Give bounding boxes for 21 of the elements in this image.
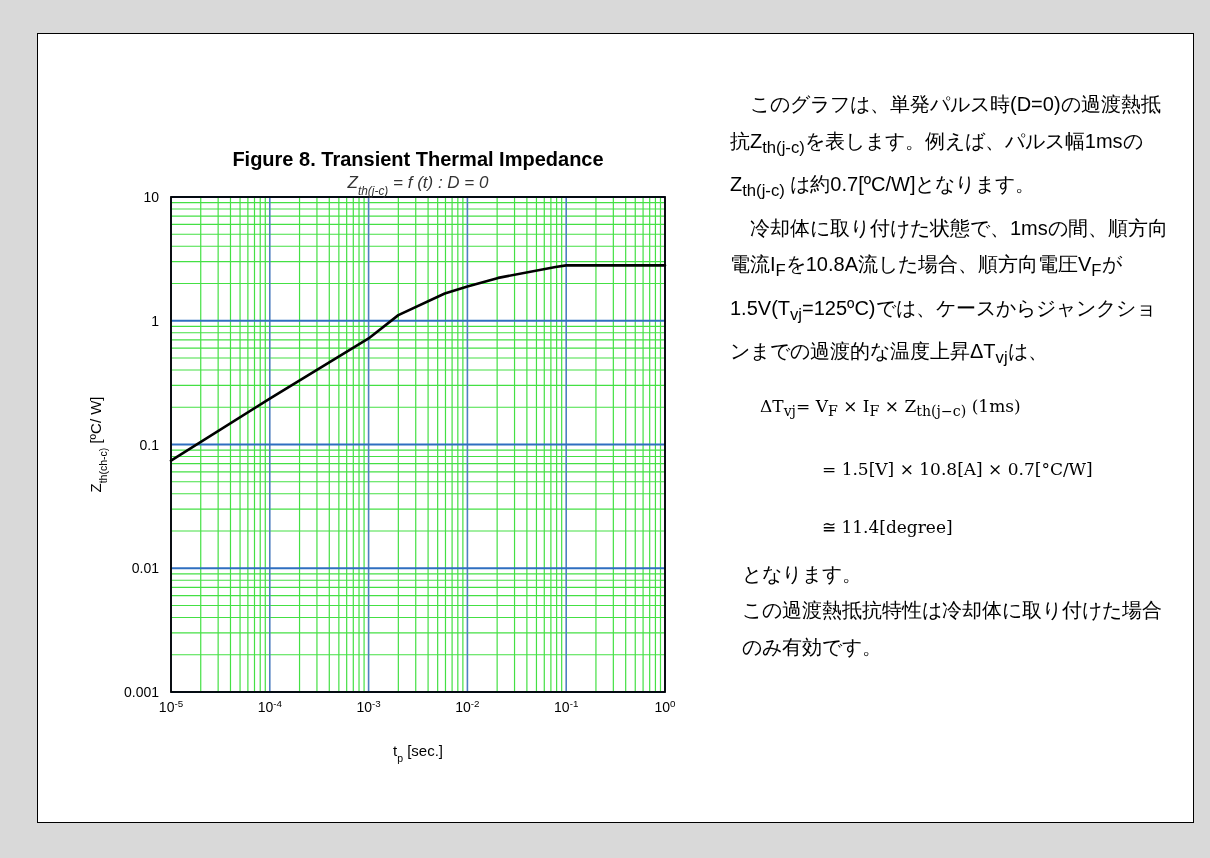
text: ≅ 11.4[degree] (821, 515, 954, 539)
x-tick-label: 10$^{-1}$ (554, 697, 579, 715)
x-axis-title: t$_{p}$ [sec.] (392, 742, 444, 764)
y-tick-label: 10 (143, 189, 160, 205)
x-tick-label: 10$^{-4}$ (257, 697, 283, 715)
y-tick-label: 0.01 (131, 560, 160, 577)
text: となります。 (741, 561, 863, 587)
text: = 1.5[V] × 10.8[A] × 0.7[°C/W] (821, 457, 1094, 481)
text: この過渡熱抵抗特性は冷却体に取り付けた場合のみ有効です。 (741, 598, 1163, 660)
chart-title: Figure 8. Transient Thermal Impedance (232, 148, 604, 170)
text: ΔT$_{vj}$= V$_{F}$ × I$_{F}$ × Z$_{th(j−c)}$ (1ms) (760, 395, 1021, 419)
y-tick-label: 0.1 (139, 436, 160, 453)
y-tick-label: 1 (151, 312, 160, 329)
y-tick-label: 0.001 (123, 684, 160, 700)
text: 冷却体に取り付けた状態で、1msの間、順方向電流I$_{F}$を10.8A流した場合、順方向電圧V$_{F}$が1.5V(T$_{vj}$=125ºC)では、ケースからジャンクションまでの過渡的な温度上昇ΔT$_{vj}$は、 (730, 216, 1168, 367)
chart-subtitle: Z$_{th(j-c)}$ = f (t) : D = 0 (346, 173, 490, 198)
x-tick-label: 10$^{-3}$ (356, 697, 382, 715)
text: このグラフは、単発パルス時(D=0)の過渡熱抵抗Z$_{th(j-c)}$を表します。例えば、パルス幅1msのZ$_{th(j-c)}$ は約0.7[ºC/W]となります。 (730, 93, 1161, 200)
x-tick-label: 10$^{-2}$ (455, 697, 480, 715)
x-tick-label: 10$^{0}$ (654, 697, 677, 715)
x-tick-label: 10$^{-5}$ (158, 697, 184, 715)
